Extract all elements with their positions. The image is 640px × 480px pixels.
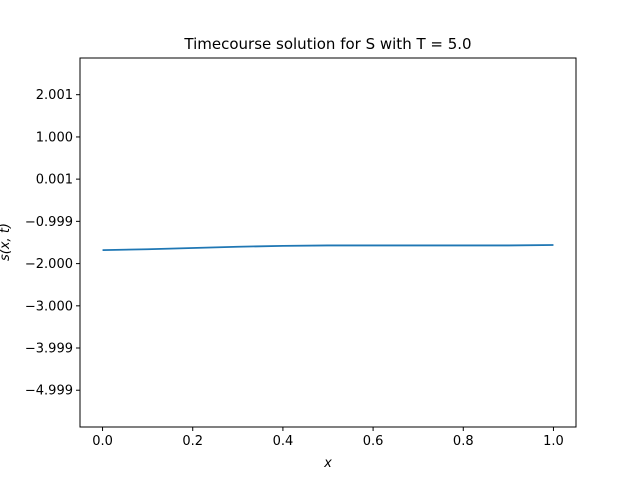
- x-tick-label: 0.4: [273, 434, 294, 449]
- y-tick-label: 1.000: [36, 130, 73, 145]
- plot-frame: [79, 57, 577, 428]
- y-tick-label: −3.999: [25, 342, 73, 357]
- y-axis-ticks: 2.001 1.000 0.001 −0.999 −2.000 −3.000 −3.999 −…: [25, 88, 80, 399]
- chart-title: Timecourse solution for S with T = 5.0: [183, 35, 471, 53]
- x-tick-label: 0.6: [363, 434, 384, 449]
- y-tick-label: −4.999: [25, 384, 73, 399]
- x-tick-label: 0.0: [92, 434, 113, 449]
- y-tick-label: 2.001: [36, 88, 73, 103]
- x-tick-label: 0.8: [453, 434, 474, 449]
- y-tick-label: −0.999: [25, 215, 73, 230]
- x-tick-label: 1.0: [543, 434, 564, 449]
- y-tick-label: −2.000: [25, 257, 73, 272]
- series-lines: [102, 244, 554, 251]
- x-axis-ticks: 0.0 0.2 0.4 0.6 0.8 1.0: [92, 427, 564, 449]
- y-tick-label: −3.000: [25, 299, 73, 314]
- y-tick-label: 0.001: [36, 173, 73, 188]
- y-axis-label: s(x, t): [0, 223, 13, 261]
- series-line: [102, 244, 554, 251]
- x-tick-label: 0.2: [182, 434, 203, 449]
- plot-area: [79, 57, 577, 428]
- x-axis-label: x: [323, 456, 332, 471]
